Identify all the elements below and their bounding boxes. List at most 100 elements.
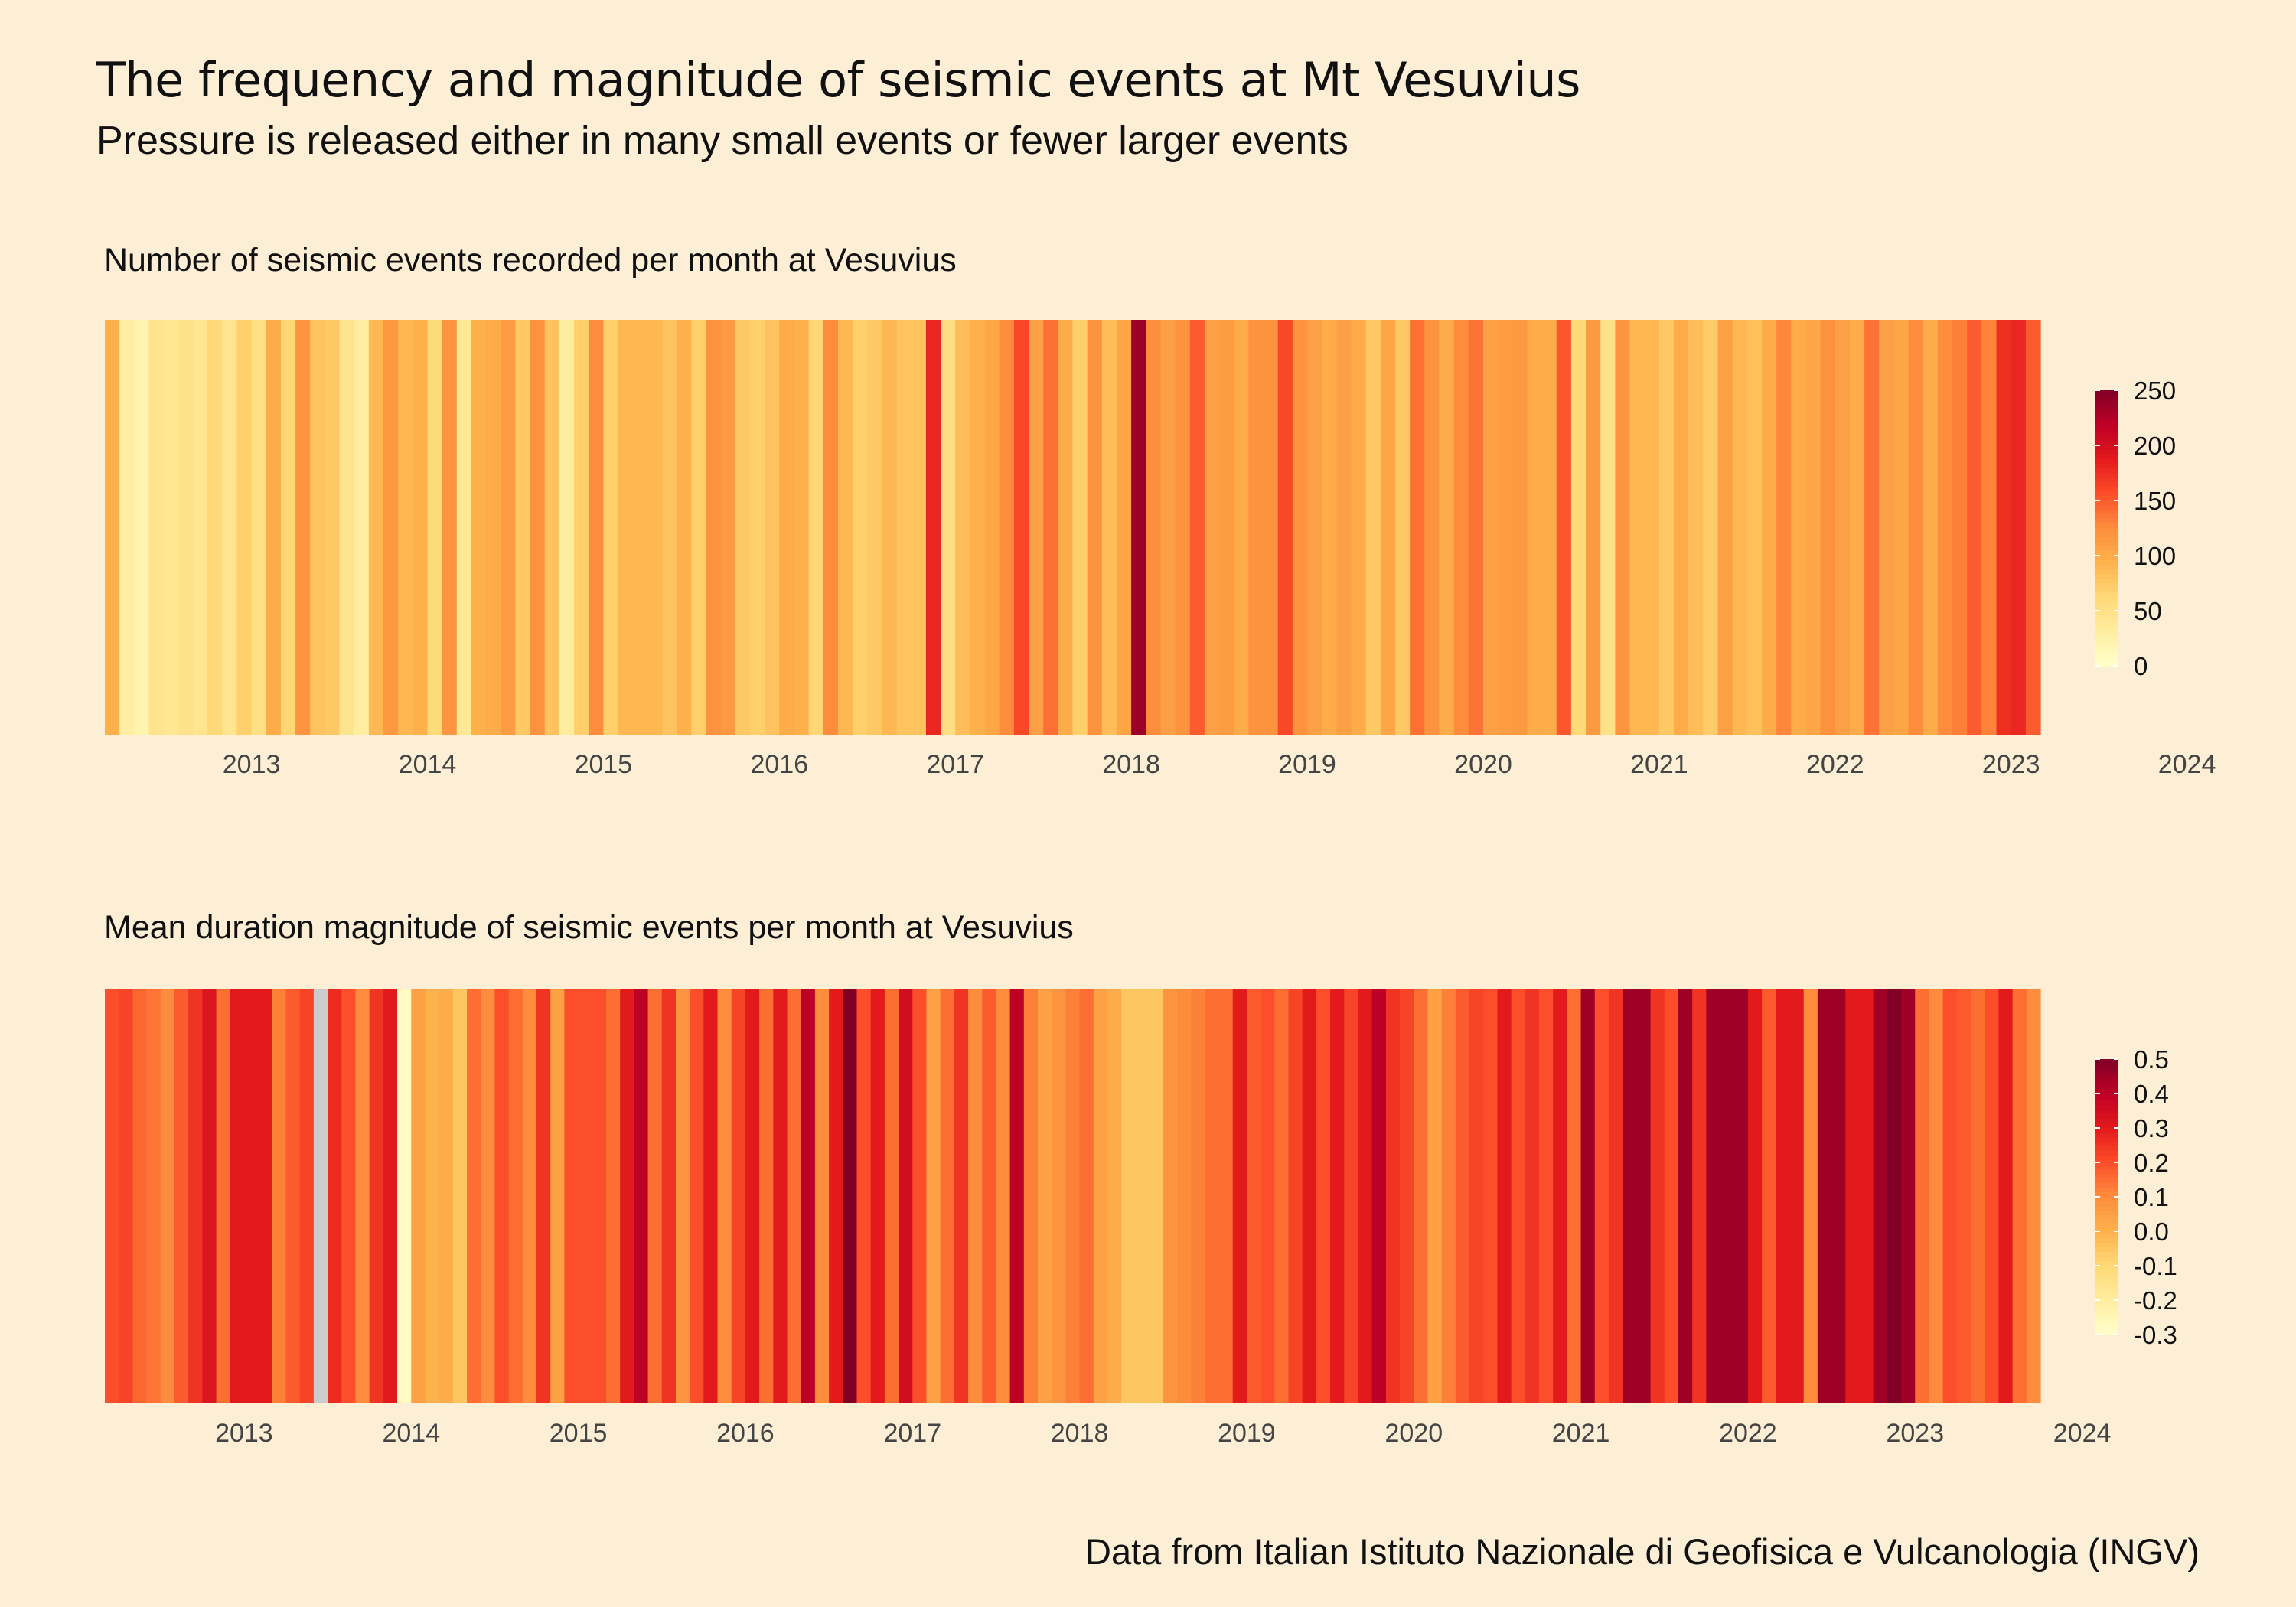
month-stripe (1803, 989, 1818, 1403)
legend-gradient-step (2095, 1312, 2118, 1317)
month-stripe (1527, 320, 1543, 735)
legend-gradient-step (2095, 1183, 2118, 1188)
month-stripe (481, 989, 496, 1403)
month-stripe (1580, 989, 1596, 1403)
month-stripe (368, 320, 384, 735)
month-stripe (1747, 989, 1763, 1403)
month-stripe (452, 989, 468, 1403)
month-stripe (1956, 989, 1971, 1403)
legend-gradient-step (2095, 1266, 2118, 1271)
legend-gradient-step (2095, 611, 2118, 616)
month-stripe (442, 320, 458, 735)
month-stripe (564, 989, 579, 1403)
month-stripe (870, 989, 885, 1403)
legend-gradient-step (2095, 1064, 2118, 1069)
month-stripe (787, 989, 802, 1403)
legend-gradient-step (2095, 450, 2118, 455)
heatmap-panel-1 (105, 320, 2041, 735)
legend-gradient-step (2095, 1229, 2118, 1234)
x-tick-label: 2015 (575, 750, 633, 779)
month-stripe (1013, 320, 1029, 735)
month-stripe (1539, 989, 1554, 1403)
month-stripe (794, 320, 810, 735)
month-stripe (589, 320, 605, 735)
x-tick-label: 2020 (1384, 1419, 1443, 1448)
legend-colorbar-1 (2095, 390, 2118, 667)
legend-gradient-step (2095, 629, 2118, 634)
month-stripe (1052, 989, 1066, 1403)
month-stripe (427, 320, 443, 735)
month-stripe (1952, 320, 1968, 735)
legend-gradient-step (2095, 556, 2118, 561)
legend-gradient-step (2095, 1220, 2118, 1225)
month-stripe (984, 320, 1000, 735)
month-stripe (677, 320, 692, 735)
month-stripe (750, 320, 765, 735)
month-stripe (996, 989, 1011, 1403)
month-stripe (1204, 320, 1220, 735)
month-stripe (341, 989, 357, 1403)
legend-gradient-step (2095, 455, 2118, 460)
month-stripe (1967, 320, 1982, 735)
month-stripe (1629, 320, 1645, 735)
x-tick-label: 2019 (1278, 750, 1336, 779)
month-stripe (1261, 989, 1275, 1403)
month-stripe (808, 320, 824, 735)
month-stripe (1043, 320, 1058, 735)
legend-gradient-step (2095, 1298, 2118, 1303)
month-stripe (1351, 320, 1367, 735)
month-stripe (703, 989, 719, 1403)
month-stripe (882, 320, 898, 735)
month-stripe (1915, 989, 1930, 1403)
month-stripe (717, 989, 732, 1403)
month-stripe (339, 320, 355, 735)
month-stripe (202, 989, 217, 1403)
month-stripe (398, 320, 413, 735)
month-stripe (1636, 989, 1652, 1403)
month-stripe (618, 320, 634, 735)
month-stripe (1316, 989, 1331, 1403)
legend-gradient-step (2095, 592, 2118, 598)
month-stripe (773, 989, 788, 1403)
month-stripe (456, 320, 472, 735)
x-tick-label: 2014 (399, 750, 457, 779)
legend-gradient-step (2095, 661, 2118, 667)
month-stripe (1746, 320, 1763, 735)
month-stripe (272, 989, 287, 1403)
month-stripe (1277, 320, 1293, 735)
month-stripe (1623, 989, 1637, 1403)
month-stripe (251, 320, 267, 735)
month-stripe (661, 989, 677, 1403)
month-stripe (647, 989, 663, 1403)
legend-gradient-step (2095, 1100, 2118, 1106)
month-stripe (731, 989, 746, 1403)
month-stripe (1121, 989, 1136, 1403)
month-stripe (1176, 989, 1192, 1403)
month-stripe (160, 989, 175, 1403)
month-stripe (634, 989, 649, 1403)
legend-gradient-step (2095, 546, 2118, 552)
month-stripe (926, 989, 941, 1403)
month-stripe (1525, 989, 1540, 1403)
month-stripe (605, 989, 621, 1403)
panel-2-title: Mean duration magnitude of seismic event… (104, 909, 1074, 946)
legend-gradient-step (2095, 1169, 2118, 1175)
legend-gradient-step (2095, 427, 2118, 432)
month-stripe (1791, 320, 1807, 735)
month-stripe (1065, 989, 1081, 1403)
legend-gradient-step (2095, 647, 2118, 653)
legend-gradient-step (2095, 1215, 2118, 1221)
month-stripe (1365, 320, 1381, 735)
month-stripe (1330, 989, 1345, 1403)
legend-gradient-step (2095, 482, 2118, 487)
month-stripe (266, 320, 282, 735)
month-stripe (1879, 320, 1895, 735)
legend-label: 200 (2134, 432, 2176, 460)
month-stripe (119, 320, 135, 735)
month-stripe (1358, 989, 1373, 1403)
month-stripe (222, 320, 238, 735)
legend-gradient-step (2095, 1302, 2118, 1308)
legend-gradient-step (2095, 560, 2118, 566)
month-stripe (174, 989, 189, 1403)
month-stripe (148, 320, 165, 735)
